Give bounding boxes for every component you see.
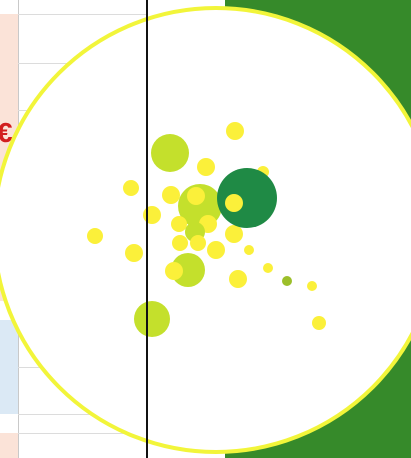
bubble — [151, 134, 189, 172]
grid-line — [18, 433, 147, 434]
peach-panel-bottom — [0, 433, 18, 458]
bubble — [123, 180, 139, 196]
bubble — [312, 316, 326, 330]
bubble — [217, 168, 277, 228]
bubble — [244, 245, 254, 255]
bubble-group — [87, 122, 326, 337]
bubble — [190, 235, 206, 251]
grid-line — [18, 414, 147, 415]
bubble — [207, 241, 225, 259]
bubble — [171, 253, 205, 287]
bubble — [187, 187, 205, 205]
bubble — [162, 186, 180, 204]
currency-symbol: € — [0, 117, 13, 148]
bubble — [87, 228, 103, 244]
bubble — [307, 281, 317, 291]
grid-line — [18, 14, 147, 15]
bubble — [197, 158, 215, 176]
bubble — [282, 276, 292, 286]
bubble — [226, 122, 244, 140]
bubble — [225, 194, 243, 212]
bubble — [225, 225, 243, 243]
bubble — [134, 301, 170, 337]
bubble — [172, 235, 188, 251]
bubble — [165, 262, 183, 280]
column-divider — [146, 0, 148, 458]
bubble — [263, 263, 273, 273]
bubble — [229, 270, 247, 288]
bubble — [171, 216, 187, 232]
bubble — [125, 244, 143, 262]
blue-panel — [0, 320, 18, 414]
